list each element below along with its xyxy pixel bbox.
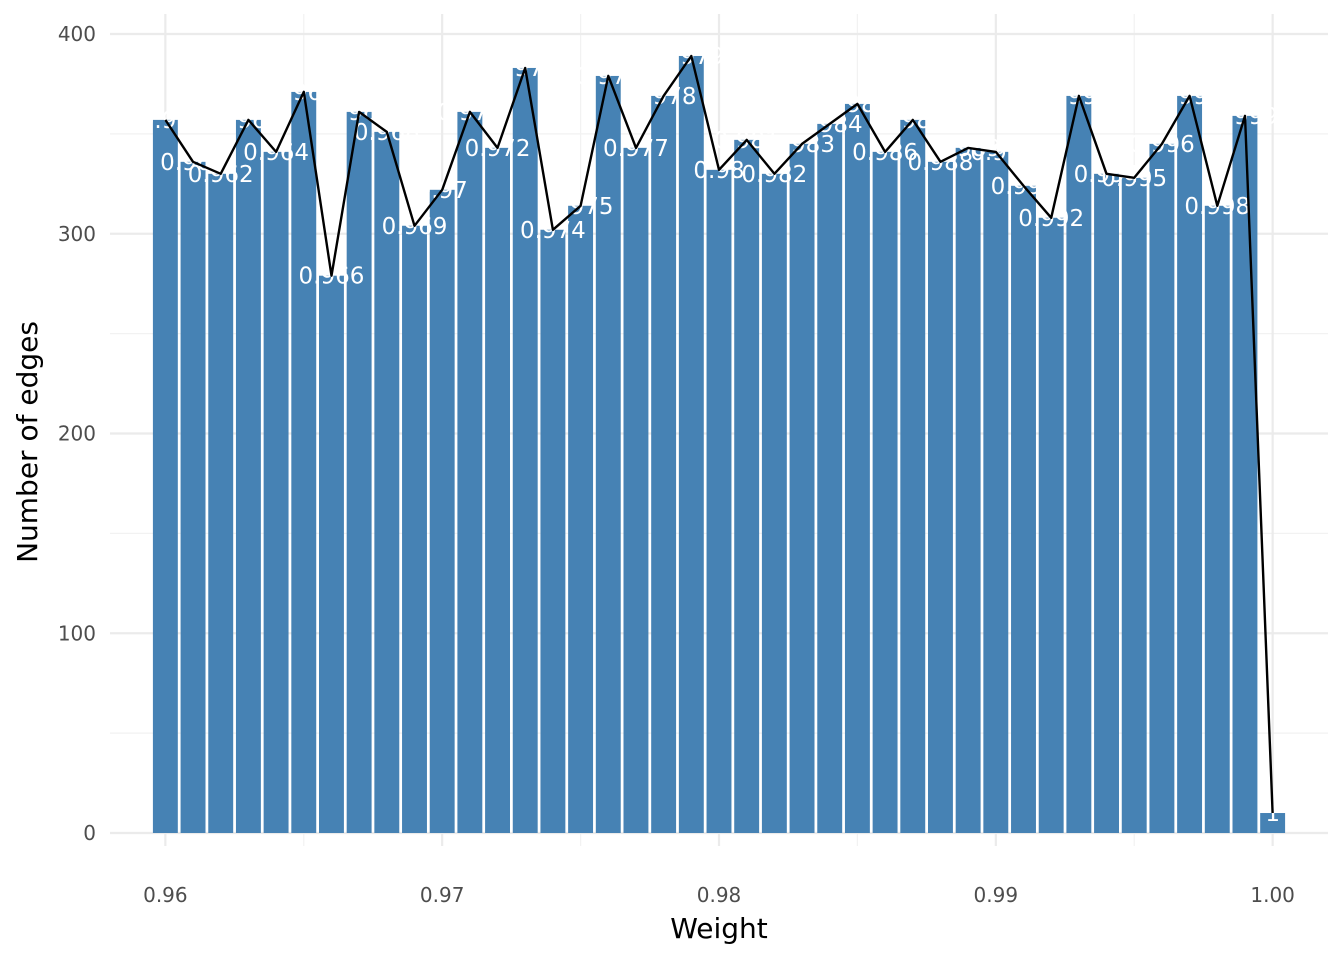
x-axis-ticks: 0.96 0.97 0.98 0.99 1.00 xyxy=(143,883,1295,907)
bar xyxy=(872,151,898,834)
bar xyxy=(540,229,566,833)
bar xyxy=(761,173,787,833)
bar xyxy=(512,67,538,833)
bar xyxy=(789,143,815,834)
y-tick-label: 200 xyxy=(58,422,96,446)
bar xyxy=(429,189,455,833)
bar xyxy=(651,95,677,834)
bar xyxy=(623,147,649,834)
bar xyxy=(1260,813,1286,833)
bar xyxy=(1011,185,1036,833)
bar xyxy=(1038,217,1064,833)
bar xyxy=(1204,205,1230,833)
bar xyxy=(927,161,953,834)
x-tick-label: 0.97 xyxy=(420,883,465,907)
bar xyxy=(706,169,732,833)
bar xyxy=(346,111,372,834)
trend-line xyxy=(164,54,1274,814)
x-tick-label: 0.96 xyxy=(143,883,188,907)
bar xyxy=(374,131,400,833)
y-tick-label: 400 xyxy=(58,22,96,46)
bar xyxy=(457,111,483,834)
bar xyxy=(678,55,704,834)
x-tick-label: 0.99 xyxy=(974,883,1019,907)
bar xyxy=(1094,173,1120,833)
x-tick-label: 1.00 xyxy=(1250,883,1295,907)
bar xyxy=(1232,115,1258,833)
y-tick-label: 100 xyxy=(58,621,96,645)
y-axis-title: Number of edges xyxy=(11,321,44,563)
bar xyxy=(1149,143,1175,834)
y-axis-ticks: 0 100 200 300 400 xyxy=(58,22,96,845)
bar xyxy=(734,139,760,833)
trend-line-path xyxy=(164,54,1274,814)
x-axis-title: Weight xyxy=(670,912,768,945)
bar xyxy=(402,225,427,833)
bar xyxy=(318,275,344,833)
bar xyxy=(208,173,234,833)
x-tick-label: 0.98 xyxy=(697,883,742,907)
bar xyxy=(595,75,621,833)
bar xyxy=(152,119,178,833)
y-tick-label: 0 xyxy=(83,821,96,845)
bar xyxy=(1177,95,1203,834)
bar xyxy=(235,119,261,833)
y-tick-label: 300 xyxy=(58,222,96,246)
bar xyxy=(568,205,594,833)
bar xyxy=(983,151,1009,834)
bar xyxy=(1066,95,1092,834)
bar xyxy=(180,161,206,834)
bar xyxy=(844,103,870,834)
bar xyxy=(900,119,926,833)
bar-data-label: 1 xyxy=(1265,801,1280,827)
bar xyxy=(291,91,317,834)
bar xyxy=(955,147,981,834)
bar xyxy=(485,147,511,834)
bar xyxy=(263,151,289,834)
bars xyxy=(152,55,1286,834)
bar xyxy=(1121,177,1147,833)
bar xyxy=(817,123,843,833)
data-labels: 0.960.9610.9620.9630.9640.9650.9660.9670… xyxy=(140,44,1280,827)
